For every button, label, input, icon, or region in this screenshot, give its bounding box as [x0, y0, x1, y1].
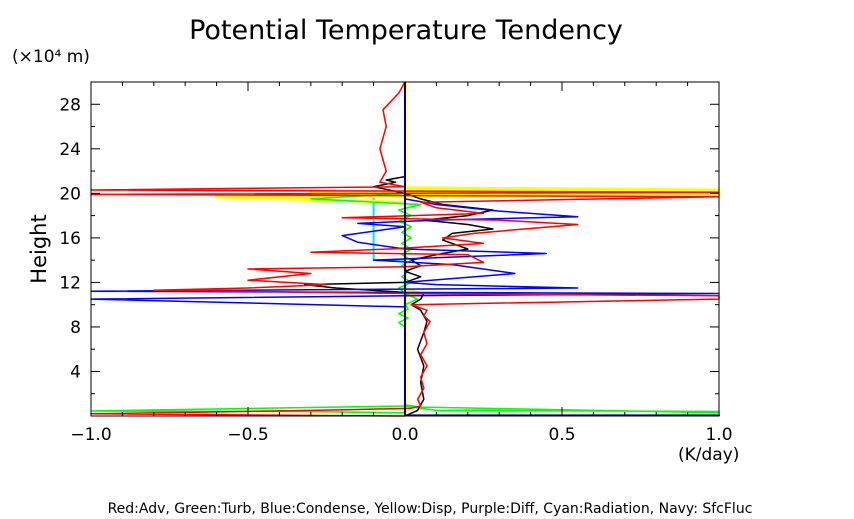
- y-tick-label: 4: [70, 362, 81, 382]
- x-tick-label: 0.5: [548, 425, 575, 445]
- x-tick-label: 0.0: [391, 425, 418, 445]
- y-tick-label: 8: [70, 318, 81, 338]
- y-unit-label: (×10⁴ m): [12, 47, 90, 67]
- x-tick-label: −1.0: [70, 425, 111, 445]
- y-axis-label: Height: [27, 214, 51, 283]
- chart-title: Potential Temperature Tendency: [189, 15, 623, 46]
- x-unit-label: (K/day): [678, 445, 739, 465]
- series-layer: [90, 81, 721, 417]
- axes-layer: −1.0 −0.5 0.0 0.5 1.0 4 8 12 16 20 24 28: [59, 81, 733, 445]
- x-tick-label: −0.5: [227, 425, 268, 445]
- series-line-4: [90, 82, 720, 416]
- y-tick-label: 24: [59, 140, 81, 160]
- y-tick-label: 16: [59, 229, 81, 249]
- y-tick-label: 20: [59, 184, 81, 204]
- y-tick-label: 12: [59, 273, 81, 293]
- legend-text: Red:Adv, Green:Turb, Blue:Condense, Yell…: [108, 501, 753, 517]
- x-tick-label: 1.0: [705, 425, 732, 445]
- y-tick-label: 28: [59, 95, 81, 115]
- series-line-6: [404, 82, 720, 417]
